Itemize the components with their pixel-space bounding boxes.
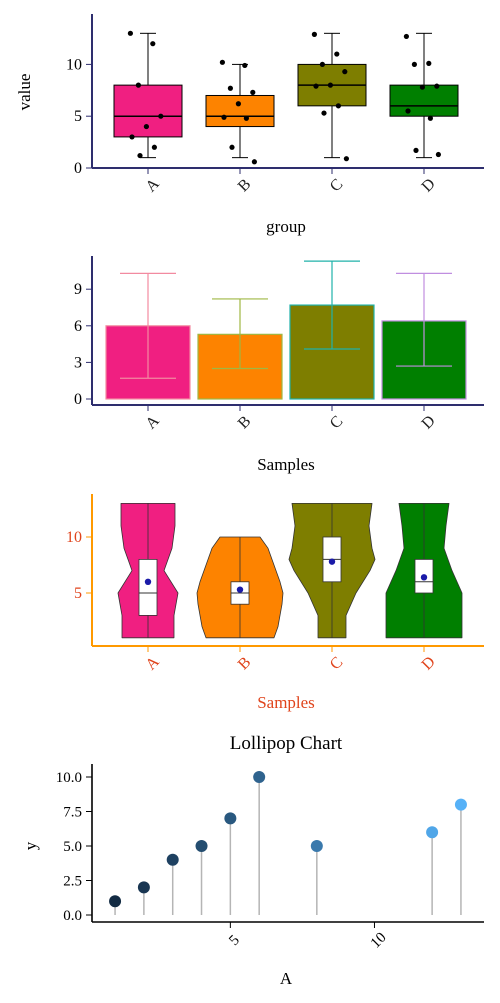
lollipop-x-tick-label: 10: [368, 930, 390, 952]
boxplot-data-point: [127, 30, 133, 36]
lollipop-y-tick-label: 2.5: [63, 874, 82, 890]
lollipop-y-axis-label: y: [21, 841, 40, 850]
barchart-x-tick-label: D: [418, 412, 438, 432]
barchart-y-tick-label: 0: [74, 391, 82, 408]
boxplot-y-tick-label: 10: [66, 56, 82, 73]
lollipop-point: [195, 840, 208, 852]
boxplot-data-point: [335, 103, 341, 109]
lollipop-point: [426, 826, 439, 839]
boxplot-data-point: [319, 61, 325, 68]
boxplot-data-point: [227, 85, 233, 91]
boxplot-data-point: [235, 101, 241, 107]
boxplot-box-D: [389, 84, 459, 117]
boxplot-data-point: [427, 115, 433, 121]
boxplot-data-point: [435, 151, 441, 158]
boxplot-x-tick-label: C: [327, 176, 347, 196]
boxplot-box-A: [113, 84, 183, 138]
boxplot-data-point: [229, 144, 235, 150]
boxplot-data-point: [311, 31, 317, 37]
boxplot-data-point: [143, 123, 149, 130]
boxplot-x-tick-label: D: [418, 175, 438, 195]
boxplot-data-point: [250, 89, 256, 95]
boxplot-x-tick-label: A: [142, 175, 163, 196]
boxplot-data-point: [135, 82, 141, 88]
boxplot-y-tick-label: 0: [74, 160, 82, 177]
violin-mean-point: [420, 574, 428, 581]
lollipop-panel: Lollipop Chart y A 0.0 2.5 5.0 7.5 10.0 5 10: [21, 733, 484, 988]
boxplot-data-point: [219, 59, 225, 65]
boxplot-data-point: [150, 41, 156, 47]
boxplot-data-point: [158, 113, 164, 119]
lollipop-point: [109, 895, 122, 908]
boxplot-data-point: [434, 83, 440, 89]
lollipop-y-tick-label: 7.5: [63, 805, 82, 821]
barchart-x-axis-label: Samples: [257, 455, 315, 474]
barchart-x-tick-label: C: [327, 413, 347, 433]
lollipop-point: [253, 771, 266, 783]
lollipop-point: [166, 853, 179, 866]
boxplot-data-point: [426, 60, 432, 66]
violin-x-tick-label: A: [142, 653, 163, 674]
lollipop-y-tick-label: 5.0: [63, 839, 82, 855]
violin-panel: Samples 5 10 A B C D: [66, 494, 484, 712]
violin-x-tick-label: B: [235, 654, 255, 674]
lollipop-x-tick-label: 5: [226, 932, 243, 949]
lollipop-point: [310, 840, 323, 852]
boxplot-y-axis-label: value: [15, 74, 34, 111]
boxplot-data-point: [221, 114, 227, 120]
boxplot-data-point: [343, 156, 349, 162]
barchart-x-tick-label: A: [142, 412, 163, 433]
violin-x-axis-label: Samples: [257, 693, 315, 712]
violin-y-tick-label: 5: [74, 585, 82, 602]
lollipop-x-axis-label: A: [280, 969, 293, 988]
boxplot-data-point: [251, 159, 257, 165]
boxplot-data-point: [405, 108, 411, 114]
boxplot-data-point: [419, 84, 425, 90]
barchart-x-tick-label: B: [235, 413, 255, 433]
boxplot-data-point: [327, 82, 333, 88]
lollipop-point: [454, 798, 467, 811]
boxplot-data-point: [334, 51, 340, 57]
lollipop-title: Lollipop Chart: [230, 733, 343, 754]
barchart-y-tick-label: 9: [74, 281, 82, 298]
violin-mean-point: [144, 578, 152, 585]
boxplot-data-point: [151, 144, 157, 150]
violin-inner-box: [138, 559, 158, 616]
boxplot-data-point: [411, 61, 417, 68]
boxplot-box-B: [205, 94, 275, 128]
boxplot-data-point: [242, 62, 248, 69]
boxplot-data-point: [321, 110, 327, 116]
boxplot-data-point: [137, 152, 143, 159]
barchart-panel: Samples 0 3 6 9 A B C D: [74, 256, 484, 474]
lollipop-point: [224, 812, 237, 825]
violin-mean-point: [328, 558, 336, 565]
barchart-y-tick-label: 3: [74, 354, 82, 371]
boxplot-data-point: [413, 147, 419, 153]
lollipop-y-tick-label: 10.0: [56, 770, 82, 786]
boxplot-y-tick-label: 5: [74, 108, 82, 125]
violin-x-tick-label: C: [327, 654, 347, 674]
boxplot-data-point: [129, 134, 135, 140]
violin-y-tick-label: 10: [66, 529, 82, 546]
boxplot-data-point: [243, 115, 249, 121]
boxplot-data-point: [403, 33, 409, 40]
boxplot-data-point: [342, 69, 348, 75]
boxplot-panel: value group 0 5 10 A B C D: [15, 14, 484, 236]
lollipop-point: [137, 881, 150, 894]
barchart-y-tick-label: 6: [74, 318, 82, 335]
boxplot-x-tick-label: B: [235, 176, 255, 196]
violin-mean-point: [236, 586, 244, 593]
lollipop-y-tick-label: 0.0: [63, 908, 82, 924]
boxplot-data-point: [313, 83, 319, 89]
boxplot-x-axis-label: group: [266, 217, 306, 236]
violin-x-tick-label: D: [418, 653, 438, 673]
